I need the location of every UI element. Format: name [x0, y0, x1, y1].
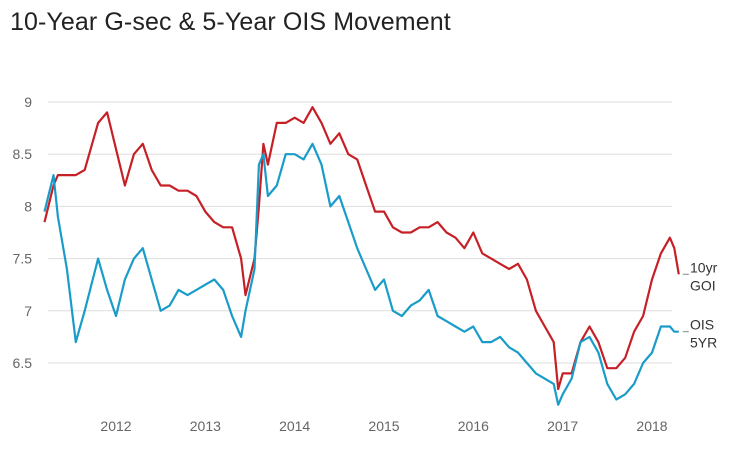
x-tick-label: 2012	[100, 418, 131, 434]
y-axis-tick-labels: 6.5 7 7.5 8 8.5 9	[13, 94, 33, 371]
series-end-label: GOI	[690, 277, 716, 293]
series-lines	[43, 106, 680, 406]
x-tick-label: 2014	[279, 418, 310, 434]
x-tick-label: 2018	[636, 418, 667, 434]
series-end-labels: 10yr GOI OIS 5YR	[682, 259, 718, 351]
x-tick-label: 2017	[547, 418, 578, 434]
x-tick-label: 2016	[458, 418, 489, 434]
gridlines	[48, 101, 672, 364]
x-axis-tick-labels: 2012 2013 2014 2015 2016 2017 2018	[100, 418, 667, 434]
series-line-1	[43, 142, 679, 406]
x-tick-label: 2015	[368, 418, 399, 434]
y-tick-label: 9	[24, 94, 32, 110]
series-end-label: 5YR	[690, 335, 717, 351]
y-tick-label: 7.5	[13, 251, 33, 267]
series-line-0	[43, 106, 680, 391]
series-end-label: 10yr	[690, 259, 718, 275]
series-end-label: OIS	[690, 317, 714, 333]
chart-title: 10-Year G-sec & 5-Year OIS Movement	[10, 8, 451, 36]
y-tick-label: 8.5	[13, 146, 33, 162]
x-tick-label: 2013	[190, 418, 221, 434]
y-tick-label: 6.5	[13, 355, 33, 371]
y-tick-label: 7	[24, 303, 32, 319]
y-tick-label: 8	[24, 198, 32, 214]
